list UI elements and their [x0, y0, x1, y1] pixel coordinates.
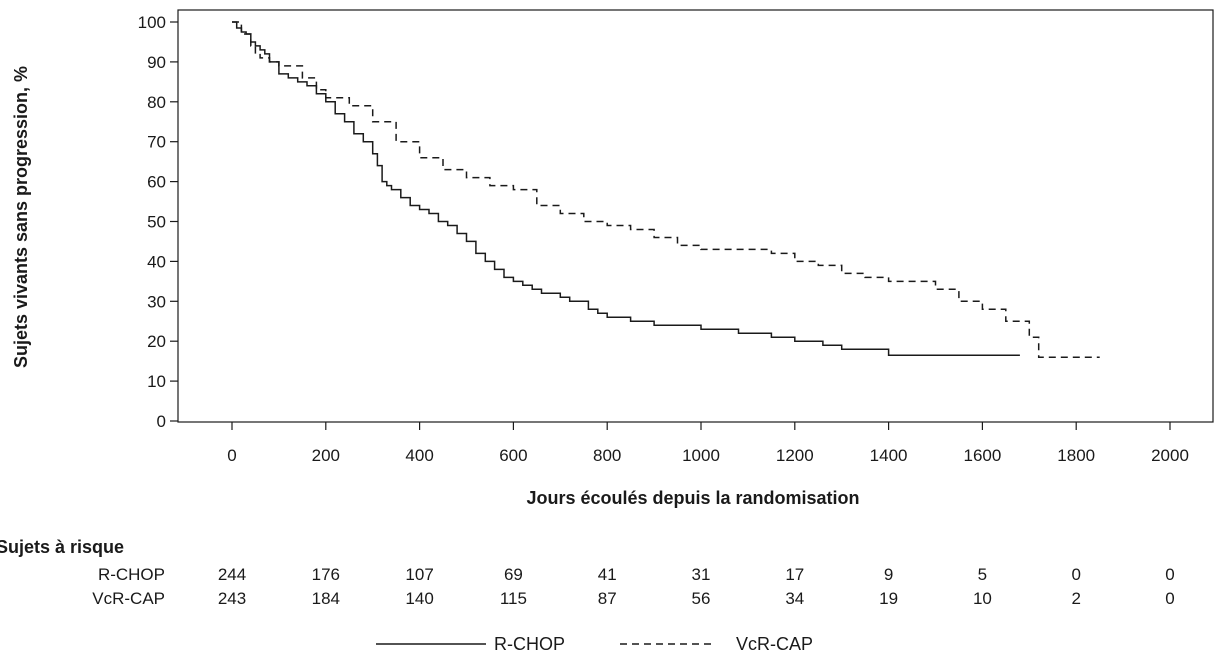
legend-label-r-chop: R-CHOP [494, 634, 565, 654]
risk-value: 41 [598, 565, 617, 584]
risk-value: 0 [1165, 565, 1174, 584]
risk-value: 34 [785, 589, 804, 608]
x-tick-label: 2000 [1151, 446, 1189, 465]
risk-value: 115 [500, 589, 527, 608]
risk-value: 244 [218, 565, 246, 584]
x-tick-label: 1000 [682, 446, 720, 465]
y-tick-label: 80 [147, 93, 166, 112]
risk-value: 107 [405, 565, 433, 584]
y-tick-label: 40 [147, 252, 166, 271]
risk-value: 17 [785, 565, 804, 584]
risk-value: 140 [405, 589, 433, 608]
risk-value: 5 [978, 565, 987, 584]
risk-value: 19 [879, 589, 898, 608]
risk-value: 2 [1071, 589, 1080, 608]
y-tick-label: 60 [147, 173, 166, 192]
series-layer [232, 21, 1100, 358]
risk-value: 243 [218, 589, 246, 608]
plot-frame [177, 9, 1214, 423]
risk-value: 87 [598, 589, 617, 608]
x-tick-label: 800 [593, 446, 621, 465]
y-tick-label: 10 [147, 372, 166, 391]
series-line-vcr-cap [232, 21, 1100, 358]
risk-value: 9 [884, 565, 893, 584]
risk-value: 10 [973, 589, 992, 608]
y-tick-label: 50 [147, 213, 166, 232]
x-tick-label: 1400 [870, 446, 908, 465]
risk-value: 176 [312, 565, 340, 584]
legend: R-CHOP VcR-CAP [376, 634, 813, 654]
risk-value: 0 [1165, 589, 1174, 608]
risk-value: 184 [312, 589, 340, 608]
y-tick-label: 0 [157, 412, 166, 431]
x-tick-label: 600 [499, 446, 527, 465]
y-tick-label: 30 [147, 292, 166, 311]
x-tick-label: 400 [405, 446, 433, 465]
risk-value: 31 [692, 565, 711, 584]
x-tick-label: 0 [227, 446, 236, 465]
y-tick-label: 90 [147, 53, 166, 72]
risk-value: 0 [1071, 565, 1080, 584]
series-line-r-chop [232, 21, 1020, 356]
legend-label-vcr-cap: VcR-CAP [736, 634, 813, 654]
risk-row-label: VcR-CAP [92, 589, 165, 608]
risk-value: 69 [504, 565, 523, 584]
risk-table: Sujets à risque R-CHOP 244 176 107 69 41 31 17 9… [0, 537, 1175, 608]
risk-row-label: R-CHOP [98, 565, 165, 584]
risk-value: 56 [692, 589, 711, 608]
x-axis-label: Jours écoulés depuis la randomisation [526, 488, 859, 508]
y-tick-label: 100 [138, 13, 166, 32]
risk-table-title: Sujets à risque [0, 537, 124, 557]
y-tick-label: 70 [147, 133, 166, 152]
x-tick-label: 1600 [963, 446, 1001, 465]
y-axis-label: Sujets vivants sans progression, % [11, 66, 31, 368]
x-tick-label: 1800 [1057, 446, 1095, 465]
y-tick-label: 20 [147, 332, 166, 351]
x-tick-label: 1200 [776, 446, 814, 465]
x-tick-label: 200 [312, 446, 340, 465]
